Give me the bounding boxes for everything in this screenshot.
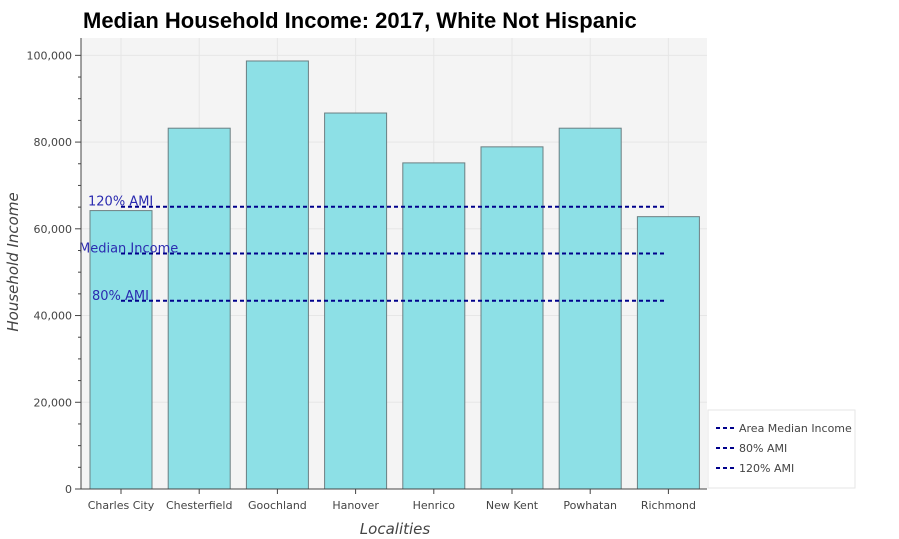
legend: Area Median Income 80% AMI 120% AMI	[707, 409, 856, 489]
reference-line-label: Median Income	[79, 242, 178, 257]
y-tick-label: 40,000	[34, 310, 73, 323]
reference-line-label: 80% AMI	[92, 289, 149, 304]
y-tick-label: 60,000	[34, 223, 73, 236]
reference-line-label: 120% AMI	[88, 195, 153, 210]
x-tick-label: Henrico	[413, 499, 456, 512]
x-axis-label: Localities	[360, 520, 431, 538]
y-tick-label: 20,000	[34, 396, 73, 409]
legend-entry-label: Area Median Income	[739, 422, 852, 435]
chart-title: Median Household Income: 2017, White Not…	[83, 8, 637, 33]
bar	[89, 210, 153, 490]
y-tick-label: 0	[65, 483, 72, 496]
y-axis-label: Household Income	[4, 192, 22, 331]
reference-lines-group: 120% AMI Median Income 80% AMI	[79, 195, 667, 304]
x-tick-label: Hanover	[332, 499, 379, 512]
bar	[480, 146, 544, 490]
bar	[558, 127, 622, 490]
y-tick-label: 80,000	[34, 136, 73, 149]
bar	[402, 162, 466, 490]
bar	[245, 60, 309, 490]
bar	[167, 127, 231, 490]
x-tick-label: Goochland	[248, 499, 307, 512]
x-tick-label: Powhatan	[563, 499, 617, 512]
bar	[636, 216, 700, 490]
x-tick-label: Charles City	[88, 499, 155, 512]
legend-entry-label: 80% AMI	[739, 442, 787, 455]
axes-group: 0 20,000 40,000 60,000 80,000 100,000 Charles …	[27, 38, 707, 512]
x-tick-label: Chesterfield	[166, 499, 233, 512]
y-tick-label: 100,000	[27, 49, 73, 62]
x-tick-label: New Kent	[486, 499, 539, 512]
legend-entry-label: 120% AMI	[739, 462, 794, 475]
x-tick-label: Richmond	[641, 499, 696, 512]
